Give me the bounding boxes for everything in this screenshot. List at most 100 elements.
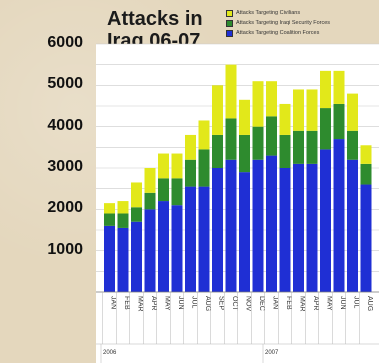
legend-swatch-iraqi-security	[226, 19, 233, 27]
bar-segment	[117, 213, 129, 228]
x-tick-label: FEB	[123, 296, 130, 310]
y-axis-labels: 1000 2000 3000 4000 5000 6000	[0, 0, 90, 363]
bar-segment	[293, 163, 304, 292]
bar-segment	[198, 149, 210, 187]
x-tick-label: OCT	[231, 296, 238, 312]
bar-segment	[306, 130, 318, 164]
bar-segment	[171, 153, 183, 179]
x-tick-label: JUL	[191, 296, 198, 309]
x-tick-label: JAN	[110, 296, 117, 309]
x-tick-label: FEB	[285, 296, 292, 310]
bar-segment	[293, 89, 304, 131]
legend-item-iraqi-security: Attacks Targeting Iraqi Security Forces	[226, 18, 379, 28]
legend-swatch-civilians	[226, 9, 233, 17]
y-tick-label: 6000	[47, 34, 83, 51]
x-tick-label: MAY	[164, 296, 171, 311]
x-tick-label: APR	[150, 296, 157, 310]
bar-segment	[104, 225, 115, 292]
x-tick-label: AUG	[366, 296, 373, 311]
year-label: 2007	[265, 350, 279, 356]
bar-segment	[347, 93, 358, 131]
x-tick-label: MAR	[137, 296, 144, 312]
bar-segment	[320, 108, 331, 150]
bar-segment	[117, 201, 129, 214]
bar-segment	[239, 172, 250, 292]
bar-segment	[266, 81, 277, 117]
y-tick-label: 1000	[47, 240, 83, 258]
legend-item-coalition: Attacks Targeting Coalition Forces	[226, 28, 379, 38]
bar-segment	[185, 134, 196, 160]
bar-segment	[198, 186, 210, 292]
x-tick-label: AUG	[204, 296, 211, 311]
bar-segment	[306, 89, 318, 131]
bar-segment	[252, 159, 264, 292]
year-label: 2006	[103, 350, 117, 356]
bar-segment	[347, 130, 358, 160]
bar-segment	[252, 81, 264, 127]
bar-segment	[360, 163, 372, 185]
bar-segment	[252, 126, 264, 160]
bar-segment	[266, 155, 277, 292]
bar-segment	[171, 178, 183, 206]
bar-segment	[171, 205, 183, 292]
y-tick-label: 5000	[47, 75, 83, 93]
x-tick-label: JAN	[272, 296, 279, 309]
x-tick-label: JUN	[339, 296, 346, 310]
bar-segment	[158, 153, 169, 179]
bar-segment	[212, 85, 223, 135]
legend-label-civilians: Attacks Targeting Civilians	[236, 10, 301, 16]
bar-segment	[320, 149, 331, 292]
legend-swatch-coalition	[226, 29, 233, 37]
x-tick-label: DEC	[258, 296, 265, 311]
bar-segment	[144, 209, 156, 292]
x-tick-label: SEP	[218, 296, 225, 310]
bar-segment	[158, 201, 169, 292]
bar-segment	[333, 103, 345, 140]
bar-segment	[279, 168, 291, 292]
x-tick-label: NOV	[245, 296, 252, 312]
x-tick-label: JUN	[177, 296, 184, 310]
bar-segment	[185, 186, 196, 292]
legend-item-civilians: Attacks Targeting Civilians	[226, 8, 379, 18]
bar-segment	[225, 118, 237, 160]
bar-segment	[333, 139, 345, 292]
bar-segment	[131, 207, 142, 222]
bar-segment	[293, 130, 304, 164]
x-tick-label: MAR	[299, 296, 306, 312]
legend-label-iraqi-security: Attacks Targeting Iraqi Security Forces	[236, 20, 331, 26]
chart-legend: Attacks Targeting Civilians Attacks Targ…	[226, 8, 379, 38]
bar-segment	[360, 145, 372, 164]
bar-segment	[104, 213, 115, 226]
chart-title-line-1: Attacks in	[107, 8, 203, 30]
bar-segment	[212, 134, 223, 168]
bar-segment	[225, 64, 237, 119]
bar-segment	[360, 184, 372, 292]
bar-segment	[333, 70, 345, 104]
x-tick-label: JUL	[353, 296, 360, 309]
bar-segment	[225, 159, 237, 292]
legend-label-coalition: Attacks Targeting Coalition Forces	[236, 30, 320, 36]
bar-segment	[239, 99, 250, 135]
bar-segment	[144, 192, 156, 210]
bar-segment	[279, 103, 291, 135]
y-tick-label: 3000	[47, 158, 83, 175]
bar-segment	[212, 168, 223, 292]
bar-segment	[158, 178, 169, 202]
y-tick-label: 4000	[47, 116, 83, 134]
y-tick-label: 2000	[47, 199, 83, 217]
bar-segment	[104, 203, 115, 214]
bar-segment	[185, 159, 196, 187]
bar-segment	[306, 163, 318, 292]
bar-segment	[144, 168, 156, 193]
bar-segment	[117, 227, 129, 292]
bar-segment	[239, 134, 250, 173]
x-tick-label: MAY	[326, 296, 333, 311]
bar-segment	[266, 116, 277, 156]
x-tick-label: APR	[312, 296, 319, 310]
bar-segment	[320, 70, 331, 109]
bar-segment	[198, 120, 210, 150]
bar-segment	[131, 221, 142, 292]
bar-segment	[279, 134, 291, 168]
bar-segment	[347, 159, 358, 292]
bar-segment	[131, 182, 142, 208]
